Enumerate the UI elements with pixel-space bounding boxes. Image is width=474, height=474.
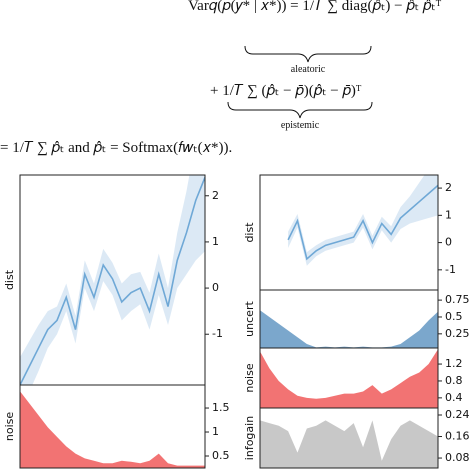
y-tick-label: 1 — [445, 208, 452, 221]
panel-plot — [260, 420, 438, 468]
y-tick-label: 0.5 — [445, 310, 463, 323]
axis-label: infogain — [243, 416, 256, 460]
panel-frame — [259, 407, 439, 469]
y-tick-label: 0 — [212, 281, 219, 294]
panel-plot — [260, 349, 438, 408]
area — [260, 310, 438, 348]
uncertainty-band — [288, 175, 438, 266]
axis-label: noise — [3, 412, 16, 441]
panel-plot — [20, 391, 205, 468]
panel-plot — [20, 175, 205, 385]
area — [260, 420, 438, 468]
y-tick-label: 0.5 — [212, 449, 230, 462]
y-tick-label: -1 — [445, 263, 456, 276]
equation-line: + 1/𝑇 ∑ (𝑝̂ₜ − 𝑝̄)(𝑝̂ₜ − 𝑝̄)ᵀ — [210, 83, 362, 99]
brace-label: epistemic — [281, 120, 320, 131]
y-tick-label: 0.75 — [445, 293, 470, 306]
y-tick-label: 2 — [212, 189, 219, 202]
panel-frame — [259, 174, 439, 291]
y-tick-label: 0.08 — [445, 451, 470, 464]
y-tick-label: 0 — [445, 236, 452, 249]
y-tick-label: 1 — [212, 425, 219, 438]
axis-label: noise — [243, 363, 256, 392]
panel-plot — [260, 310, 438, 348]
axis-label: dist — [3, 269, 16, 290]
y-tick-label: 1.2 — [445, 357, 463, 370]
y-tick-label: 0.16 — [445, 430, 470, 443]
y-tick-label: 1.5 — [212, 401, 230, 414]
area — [20, 391, 205, 468]
y-tick-label: 0.8 — [445, 374, 463, 387]
mean-line — [287, 184, 438, 261]
area — [260, 349, 438, 408]
y-tick-label: 2 — [445, 181, 452, 194]
y-tick-label: -1 — [212, 327, 223, 340]
brace-label: aleatoric — [291, 64, 326, 75]
equation-line: = 1/𝑇 ∑ 𝑝̂ₜ and 𝑝̂ₜ = Softmax(𝑓𝑤ₜ(𝑥*)). — [0, 140, 232, 156]
brace — [227, 101, 373, 119]
panel-frame — [19, 384, 206, 469]
y-tick-label: 0.24 — [445, 408, 470, 421]
brace — [244, 45, 372, 63]
y-tick-label: 0.4 — [445, 391, 463, 404]
axis-label: uncert — [243, 301, 256, 337]
mean-line — [20, 177, 205, 385]
axis-label: dist — [243, 222, 256, 243]
figures: 2 1 0 -1 dist 1.5 1 0.5 noise 2 1 0 -1 dist 0.75 0.5 0.2… — [3, 174, 470, 469]
panel-plot — [287, 175, 438, 266]
equation-line: Var𝑞(𝑝(𝑦* | 𝑥*)) = 1/𝑇 ∑ diag(𝑝̂ₜ) − 𝑝̂ₜ… — [188, 0, 442, 14]
y-tick-label: 1 — [212, 235, 219, 248]
y-tick-label: 0.25 — [445, 327, 470, 340]
